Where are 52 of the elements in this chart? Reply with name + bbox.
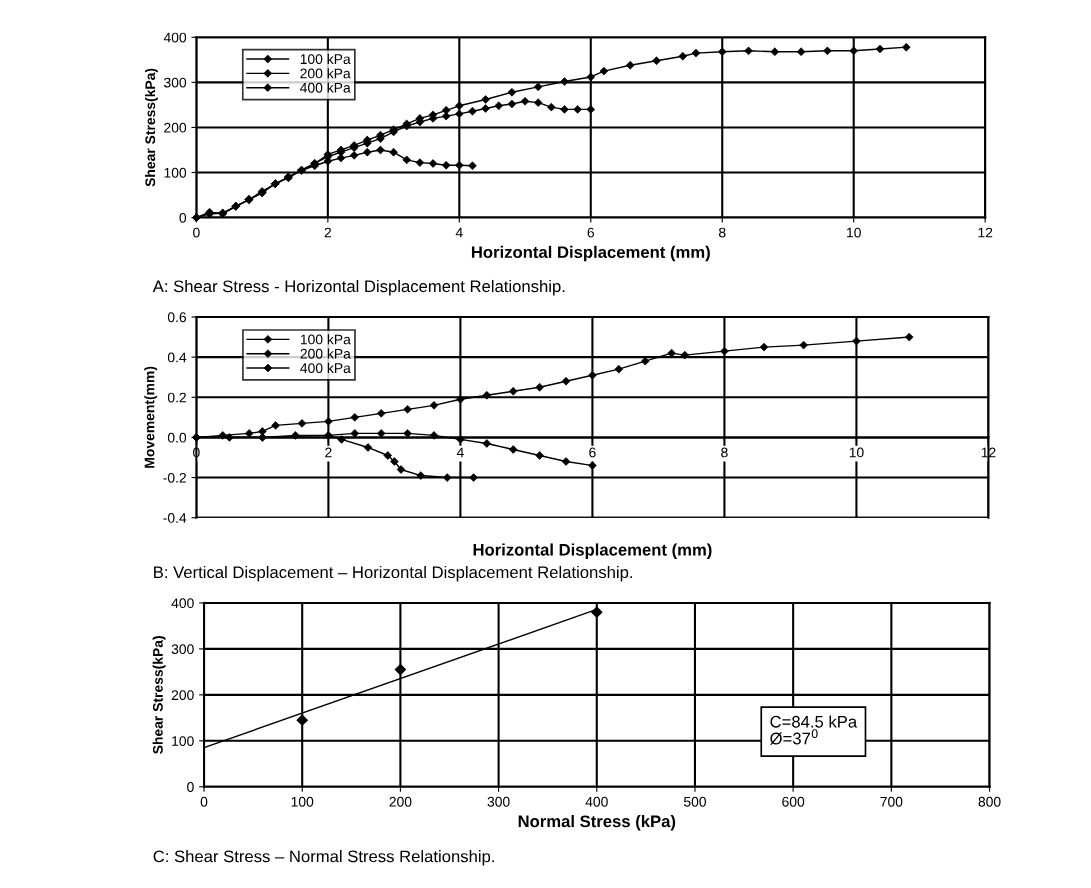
y-tick-label: 300 — [164, 77, 187, 88]
x-tick-label: 600 — [782, 796, 805, 807]
x-tick-label: 10 — [849, 447, 864, 458]
y-axis-title: Movement(mm) — [144, 366, 158, 468]
x-tick-label: 2 — [325, 447, 332, 458]
x-tick-label: 800 — [978, 796, 1001, 807]
legend-label: 200 kPa — [300, 348, 351, 359]
y-tick-label: 0.2 — [167, 392, 186, 403]
x-tick-label: 0 — [200, 796, 208, 807]
y-tick-label: 0.4 — [167, 352, 187, 363]
x-tick-label: 6 — [589, 447, 596, 458]
y-tick-label: 200 — [171, 690, 194, 701]
x-axis-title: Normal Stress (kPa) — [518, 814, 676, 831]
x-tick-label: 2 — [324, 227, 332, 238]
x-tick-label: 500 — [683, 796, 707, 807]
x-tick-label: 200 — [389, 796, 412, 807]
x-tick-label: 6 — [587, 227, 595, 238]
y-tick-label: 0.0 — [167, 432, 187, 443]
x-tick-label: 12 — [978, 227, 993, 238]
legend-label: 100 kPa — [300, 53, 351, 65]
x-tick-label: 10 — [847, 227, 861, 238]
y-tick-label: 0 — [187, 782, 194, 792]
legend-label: 200 kPa — [300, 68, 351, 79]
y-tick-label: -0.2 — [163, 472, 186, 483]
y-tick-label: 100 — [172, 736, 194, 746]
text: C: Shear Stress – Normal Stress Relationship. — [153, 850, 494, 866]
x-tick-label: 4 — [456, 447, 464, 458]
y-tick-label: 400 — [163, 32, 187, 43]
x-tick-label: 700 — [880, 796, 903, 807]
y-axis-title: Shear Stress(kPa) — [144, 68, 158, 187]
text: A: Shear Stress - Horizontal Displacement Relationship. — [152, 279, 565, 296]
x-axis-title: Horizontal Displacement (mm) — [471, 245, 710, 262]
y-tick-label: 100 — [164, 167, 187, 178]
x-tick-label: 300 — [487, 796, 510, 807]
legend-label: 400 kPa — [300, 362, 351, 374]
y-tick-label: 0 — [179, 212, 187, 223]
x-tick-label: 4 — [455, 227, 463, 238]
legend-label: 400 kPa — [300, 82, 351, 93]
x-tick-label: 400 — [585, 796, 608, 807]
x-tick-label: 100 — [291, 796, 314, 807]
x-axis-title: Horizontal Displacement (mm) — [473, 543, 712, 559]
legend-label: 100 kPa — [300, 334, 351, 345]
y-axis-title: Shear Stress(kPa) — [152, 636, 166, 754]
y-tick-label: 400 — [171, 598, 194, 609]
y-tick-label: 200 — [164, 122, 187, 133]
y-tick-label: 0.6 — [167, 312, 187, 323]
annotation: C=84.5 kPa Ø=37$^{0}$ — [770, 715, 858, 745]
y-tick-label: 300 — [171, 644, 194, 655]
y-tick-label: -0.4 — [163, 513, 187, 523]
x-tick-label: 8 — [718, 227, 726, 238]
text: B: Vertical Displacement – Horizontal Displacement Relationship. — [154, 565, 632, 582]
x-tick-label: 8 — [721, 447, 728, 458]
